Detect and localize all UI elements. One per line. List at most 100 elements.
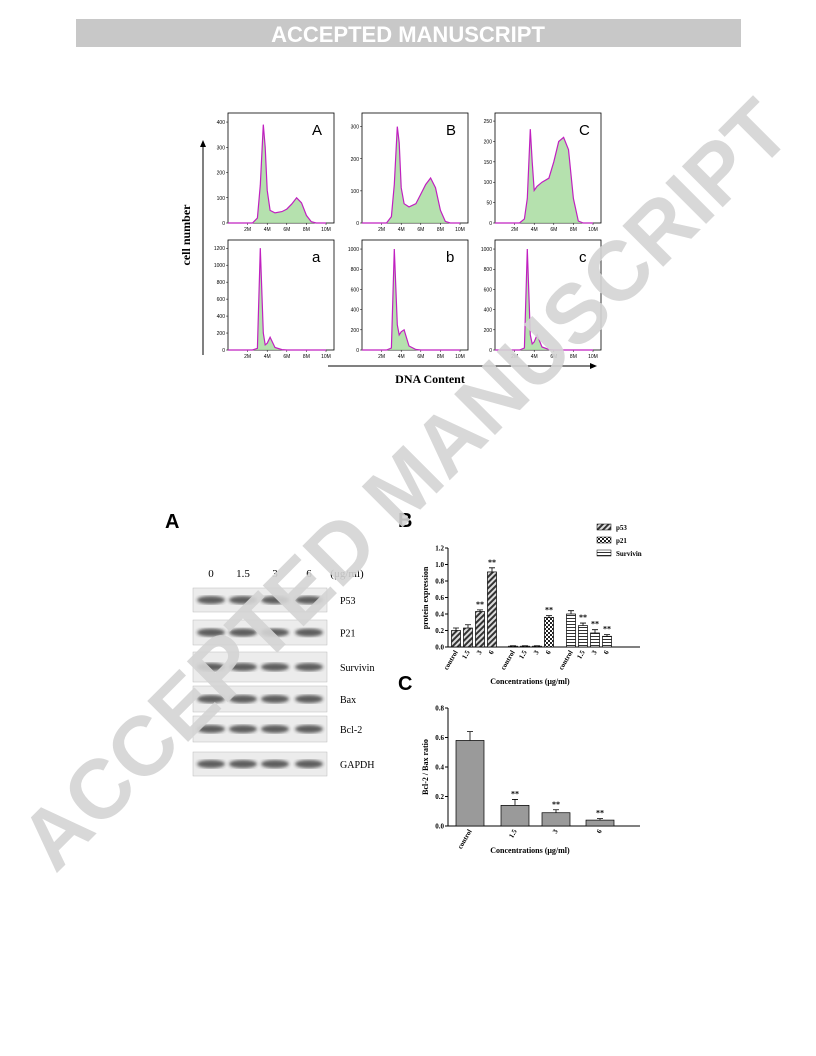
- panel-label: A: [312, 122, 322, 139]
- panel-label: C: [398, 673, 412, 695]
- panel-label: B: [446, 122, 456, 139]
- y-tick-label: 0: [489, 348, 492, 354]
- bar: [520, 645, 530, 648]
- x-tick-label: 6M: [283, 227, 290, 233]
- panel-label: a: [312, 249, 321, 266]
- y-tick-label: 0: [356, 221, 359, 227]
- x-tick-label: 8M: [303, 354, 310, 360]
- arrow-head: [200, 140, 206, 147]
- significance: **: [596, 809, 604, 818]
- x-tick-label: 6: [602, 649, 611, 656]
- x-tick-label: 4M: [264, 354, 271, 360]
- bar: [475, 611, 485, 648]
- y-tick-label: 600: [217, 297, 226, 303]
- y-tick-label: 400: [217, 120, 226, 126]
- y-tick-label: 300: [351, 125, 360, 131]
- legend-swatch: [596, 536, 612, 544]
- y-tick-label: 1200: [214, 246, 225, 252]
- y-label: protein expression: [421, 566, 430, 629]
- y-tick-label: 0.6: [435, 594, 444, 602]
- x-tick-label: 4M: [531, 354, 538, 360]
- concentration-label: 1.5: [236, 568, 250, 580]
- y-tick-label: 400: [351, 308, 360, 314]
- panel-label: A: [165, 511, 179, 533]
- x-tick-label: 3: [532, 649, 541, 656]
- y-tick-label: 100: [217, 196, 226, 202]
- bar: [500, 804, 530, 827]
- blot-band: [197, 695, 225, 703]
- y-tick-label: 200: [351, 328, 360, 334]
- y-tick-label: 100: [351, 189, 360, 195]
- blot-band: [261, 663, 289, 671]
- error-bar: [568, 610, 574, 614]
- y-tick-label: 200: [217, 171, 226, 177]
- bar: [590, 632, 600, 648]
- y-tick-label: 0.4: [435, 611, 444, 619]
- x-tick-label: 4M: [264, 227, 271, 233]
- x-tick-label: 2M: [378, 354, 385, 360]
- x-tick-label: 2M: [244, 354, 251, 360]
- error-bar: [597, 818, 603, 821]
- histogram-line: [362, 248, 460, 351]
- y-tick-label: 600: [351, 287, 360, 293]
- x-tick-label: 4M: [531, 227, 538, 233]
- bar: [585, 819, 615, 827]
- blot-band: [197, 596, 225, 604]
- y-tick-label: 200: [484, 328, 493, 334]
- blot-band: [261, 725, 289, 733]
- error-bar: [546, 615, 552, 618]
- protein-label: P53: [340, 596, 356, 607]
- y-tick-label: 600: [484, 287, 493, 293]
- x-tick-label: 6: [595, 828, 604, 835]
- error-bar: [604, 634, 610, 637]
- bar: [532, 645, 542, 648]
- panel-label: C: [579, 122, 590, 139]
- blot-band: [261, 760, 289, 768]
- y-tick-label: 1000: [481, 247, 492, 253]
- x-tick-label: 6M: [417, 227, 424, 233]
- x-tick-label: 1.5: [517, 649, 529, 661]
- y-tick-label: 0.8: [435, 705, 444, 713]
- x-tick-label: 8M: [437, 227, 444, 233]
- concentration-label: 0: [208, 568, 214, 580]
- blot-band: [295, 760, 323, 768]
- blot-band: [229, 663, 257, 671]
- bar: [566, 613, 576, 648]
- bar: [578, 625, 588, 648]
- error-bar: [580, 622, 586, 626]
- y-tick-label: 0.6: [435, 734, 444, 742]
- histogram-line: [495, 248, 593, 351]
- y-tick-label: 0.0: [435, 823, 444, 831]
- y-tick-label: 800: [217, 280, 226, 286]
- x-tick-label: 4M: [398, 354, 405, 360]
- blot-band: [295, 596, 323, 604]
- x-tick-label: 10M: [321, 354, 331, 360]
- x-tick-label: 6: [487, 649, 496, 656]
- significance: **: [603, 625, 611, 634]
- x-tick-label: 2M: [511, 354, 518, 360]
- histogram-line: [495, 129, 593, 224]
- figure-1: cell number DNA Content 0 100 200 300 400 2M 4…: [179, 112, 602, 386]
- x-tick-label: control: [557, 649, 575, 671]
- error-bar: [489, 567, 495, 572]
- y-tick-label: 100: [484, 180, 493, 186]
- blot-band: [197, 760, 225, 768]
- blot-band: [295, 663, 323, 671]
- x-tick-label: 1.5: [507, 828, 519, 840]
- x-tick-label: 10M: [455, 354, 465, 360]
- y-tick-label: 200: [484, 139, 493, 145]
- x-tick-label: 3: [590, 649, 599, 656]
- y-label: Bcl-2 / Bax ratio: [421, 739, 430, 795]
- x-tick-label: 6M: [550, 354, 557, 360]
- y-tick-label: 250: [484, 119, 493, 125]
- legend-label: p53: [616, 524, 627, 532]
- blot-band: [229, 725, 257, 733]
- error-bar: [477, 609, 483, 612]
- protein-label: GAPDH: [340, 760, 374, 771]
- protein-label: P21: [340, 629, 356, 640]
- x-tick-label: control: [456, 828, 474, 850]
- significance: **: [511, 789, 519, 798]
- significance: **: [591, 620, 599, 629]
- blot-band: [295, 628, 323, 637]
- blot-band: [229, 628, 257, 637]
